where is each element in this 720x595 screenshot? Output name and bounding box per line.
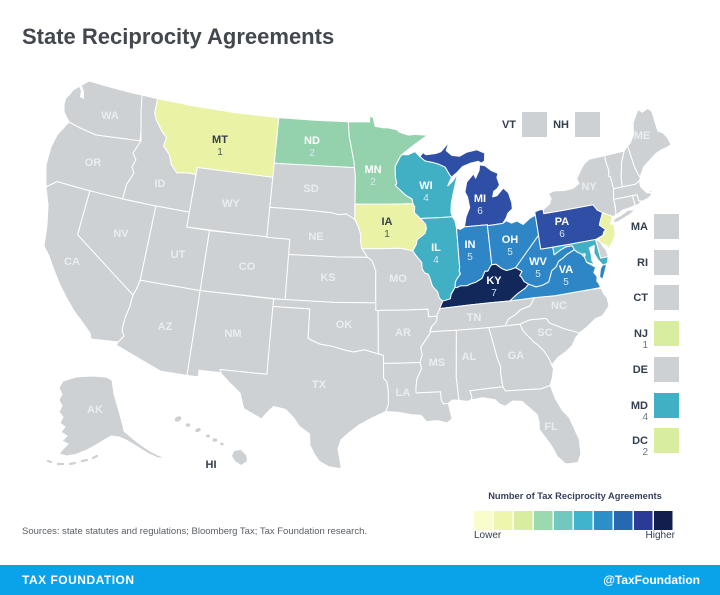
svg-text:IA: IA <box>382 216 393 228</box>
svg-text:7: 7 <box>491 288 497 299</box>
svg-text:TN: TN <box>467 312 482 324</box>
svg-text:ND: ND <box>304 135 320 147</box>
svg-text:1: 1 <box>642 340 648 351</box>
svg-text:OK: OK <box>336 319 353 331</box>
svg-text:ID: ID <box>155 178 166 190</box>
svg-text:CO: CO <box>239 261 256 273</box>
svg-text:MN: MN <box>364 164 381 176</box>
svg-text:OR: OR <box>85 157 102 169</box>
svg-text:AZ: AZ <box>158 321 173 333</box>
svg-text:CA: CA <box>64 256 80 268</box>
svg-text:1: 1 <box>384 229 390 240</box>
svg-text:UT: UT <box>171 249 186 261</box>
svg-text:RI: RI <box>637 257 648 269</box>
svg-text:5: 5 <box>563 277 569 288</box>
svg-text:AR: AR <box>395 327 411 339</box>
svg-text:NV: NV <box>113 228 129 240</box>
svg-text:2: 2 <box>370 177 376 188</box>
svg-text:5: 5 <box>535 269 541 280</box>
svg-text:WV: WV <box>529 256 547 268</box>
svg-text:4: 4 <box>433 255 439 266</box>
svg-text:VT: VT <box>502 119 516 131</box>
svg-text:MT: MT <box>212 134 228 146</box>
svg-text:SD: SD <box>303 183 318 195</box>
svg-text:1: 1 <box>217 147 223 158</box>
svg-text:5: 5 <box>507 247 513 258</box>
svg-text:4: 4 <box>423 193 429 204</box>
svg-text:Lower: Lower <box>474 530 502 541</box>
svg-text:MO: MO <box>389 273 407 285</box>
svg-text:PA: PA <box>555 216 570 228</box>
svg-text:Higher: Higher <box>646 530 676 541</box>
svg-text:WY: WY <box>222 198 240 210</box>
svg-text:VA: VA <box>559 264 574 276</box>
svg-text:SC: SC <box>537 327 552 339</box>
svg-text:KY: KY <box>486 275 502 287</box>
svg-text:AL: AL <box>462 351 477 363</box>
svg-text:Number of Tax Reciprocity Agre: Number of Tax Reciprocity Agreements <box>488 491 662 501</box>
svg-text:ME: ME <box>634 130 651 142</box>
svg-text:MI: MI <box>474 193 486 205</box>
svg-text:WA: WA <box>101 110 119 122</box>
svg-text:HI: HI <box>206 459 217 471</box>
svg-text:IN: IN <box>465 239 476 251</box>
svg-text:GA: GA <box>508 350 525 362</box>
svg-text:DE: DE <box>633 364 648 376</box>
svg-text:MA: MA <box>631 221 648 233</box>
svg-text:DC: DC <box>632 435 648 447</box>
svg-text:2: 2 <box>642 447 648 458</box>
svg-text:5: 5 <box>467 252 473 263</box>
svg-text:LA: LA <box>396 387 411 399</box>
svg-text:6: 6 <box>559 229 565 240</box>
svg-text:KS: KS <box>320 272 335 284</box>
svg-text:NE: NE <box>308 231 323 243</box>
svg-text:6: 6 <box>477 206 483 217</box>
svg-text:CT: CT <box>633 292 648 304</box>
svg-text:AK: AK <box>87 404 103 416</box>
svg-text:2: 2 <box>309 148 315 159</box>
svg-text:FL: FL <box>544 421 558 433</box>
svg-text:NY: NY <box>581 181 597 193</box>
svg-text:MD: MD <box>631 400 648 412</box>
svg-text:NJ: NJ <box>634 328 648 340</box>
svg-text:TX: TX <box>312 379 327 391</box>
svg-text:MS: MS <box>429 357 446 369</box>
svg-text:IL: IL <box>431 242 441 254</box>
svg-text:NM: NM <box>224 328 241 340</box>
svg-text:NC: NC <box>551 300 567 312</box>
svg-text:WI: WI <box>419 180 432 192</box>
svg-text:NH: NH <box>553 119 569 131</box>
svg-text:OH: OH <box>502 234 519 246</box>
svg-text:4: 4 <box>642 412 648 423</box>
